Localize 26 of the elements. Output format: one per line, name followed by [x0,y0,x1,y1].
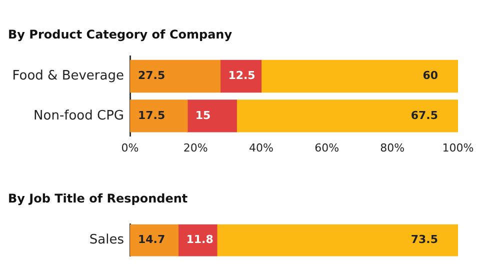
bar [260,60,458,93]
chart-title: By Product Category of Company [8,27,232,42]
data-label: 73.5 [410,233,438,246]
data-label: 11.8 [186,233,214,246]
chart-title: By Job Title of Respondent [8,191,188,206]
x-tick-label: 80% [380,141,405,154]
x-tick-label: 100% [442,141,474,154]
bar [187,100,237,132]
x-tick-label: 0% [121,141,139,154]
data-label: 12.5 [228,69,256,82]
y-tick-label: Non-food CPG [34,108,124,124]
x-tick-label: 40% [248,141,274,154]
bar [236,100,458,132]
x-tick-label: 60% [314,141,340,154]
x-tick-label: 20% [183,141,208,154]
data-label: 67.5 [410,108,438,122]
y-tick-label: Sales [89,232,124,248]
data-label: 15 [195,108,211,122]
data-label: 14.7 [138,233,166,246]
bar [130,100,188,132]
bar [130,60,221,93]
data-label: 27.5 [138,69,166,82]
bar [220,60,262,93]
data-label: 17.5 [138,108,166,122]
y-tick-label: Food & Beverage [12,68,124,84]
data-label: 60 [422,69,438,82]
